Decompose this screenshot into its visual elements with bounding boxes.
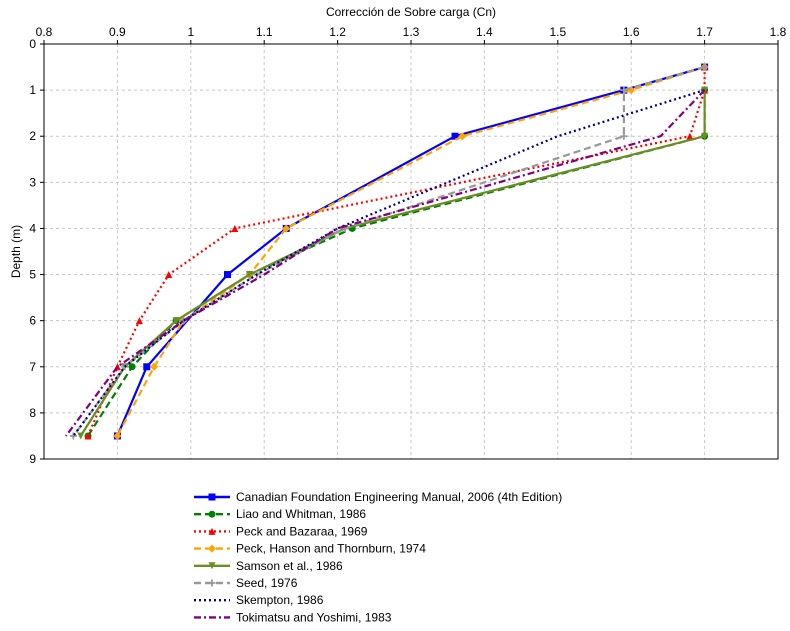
x-tick-label: 1.3 <box>403 25 420 39</box>
legend-label: Liao and Whitman, 1986 <box>236 507 366 521</box>
y-tick-label: 3 <box>29 175 36 189</box>
series-7 <box>72 89 705 437</box>
x-axis: 0.8 0.9 1 1.1 1.2 1.3 1.4 1.5 1.6 1.7 1.8 <box>36 25 787 44</box>
data-point <box>282 224 291 233</box>
legend-label: Samson et al., 1986 <box>236 559 343 573</box>
data-point <box>77 432 85 440</box>
x-tick-label: 1.1 <box>256 25 273 39</box>
legend-label: Seed, 1976 <box>236 576 298 590</box>
legend-item: Canadian Foundation Engineering Manual, … <box>194 490 562 504</box>
data-point <box>143 363 151 371</box>
y-tick-label: 7 <box>29 360 36 374</box>
legend-item: Peck, Hanson and Thornburn, 1974 <box>194 542 426 556</box>
legend-marker <box>208 579 216 587</box>
y-tick-label: 5 <box>29 268 36 282</box>
legend-marker <box>208 562 216 570</box>
data-point <box>165 271 173 279</box>
data-point <box>128 363 136 371</box>
x-tick-label: 1.7 <box>696 25 713 39</box>
y-tick-label: 0 <box>29 37 36 51</box>
legend-marker <box>208 510 216 518</box>
data-point <box>458 132 467 141</box>
data-point <box>246 271 254 279</box>
data-point <box>113 431 122 440</box>
series-8 <box>65 89 706 437</box>
y-tick-label: 1 <box>29 83 36 97</box>
legend-label: Peck, Hanson and Thornburn, 1974 <box>236 542 426 556</box>
data-point <box>231 224 239 232</box>
legend-item: Peck and Bazaraa, 1969 <box>194 524 368 538</box>
data-point <box>172 317 180 325</box>
legend-item: Tokimatsu and Yoshimi, 1983 <box>194 610 392 624</box>
x-tick-label: 1.6 <box>623 25 640 39</box>
y-axis: 0 1 2 3 4 5 6 7 8 9 <box>29 37 44 466</box>
y-tick-label: 8 <box>29 406 36 420</box>
legend: Canadian Foundation Engineering Manual, … <box>194 490 562 624</box>
data-point <box>69 432 77 440</box>
series-5 <box>77 86 709 440</box>
data-point <box>150 362 159 371</box>
series-line <box>79 90 706 437</box>
series-line <box>86 67 706 437</box>
legend-item: Samson et al., 1986 <box>194 559 343 573</box>
legend-item: Skempton, 1986 <box>194 593 324 607</box>
y-axis-title: Depth (m) <box>9 225 23 278</box>
x-tick-label: 1.8 <box>770 25 787 39</box>
legend-marker <box>208 527 216 535</box>
grid <box>44 44 778 459</box>
series-line <box>87 90 706 437</box>
series-line <box>65 89 706 437</box>
legend-label: Peck and Bazaraa, 1969 <box>236 524 368 538</box>
x-axis-title: Corrección de Sobre carga (Cn) <box>326 5 496 19</box>
x-tick-label: 1.5 <box>549 25 566 39</box>
legend-marker <box>208 544 216 553</box>
legend-label: Skempton, 1986 <box>236 593 324 607</box>
data-point <box>224 271 231 279</box>
series-3 <box>84 63 709 440</box>
x-tick-label: 1.4 <box>476 25 493 39</box>
data-point <box>135 317 143 325</box>
legend-marker <box>208 493 216 501</box>
series-line <box>72 89 705 437</box>
data-point <box>84 432 92 440</box>
x-tick-label: 0.8 <box>36 25 53 39</box>
y-tick-label: 9 <box>29 452 36 466</box>
legend-item: Seed, 1976 <box>194 576 298 590</box>
y-tick-label: 6 <box>29 314 36 328</box>
data-point <box>620 132 628 140</box>
series-2 <box>84 86 709 440</box>
data-point <box>620 86 628 94</box>
x-tick-label: 1.2 <box>329 25 346 39</box>
y-tick-label: 2 <box>29 129 36 143</box>
data-point <box>451 132 459 140</box>
data-point <box>701 132 709 140</box>
x-tick-label: 1 <box>187 25 194 39</box>
series-line <box>72 66 705 437</box>
y-tick-label: 4 <box>29 221 36 235</box>
data-point <box>701 63 709 71</box>
legend-item: Liao and Whitman, 1986 <box>194 507 366 521</box>
data-point <box>686 132 694 140</box>
legend-label: Canadian Foundation Engineering Manual, … <box>236 490 562 504</box>
data-point <box>179 317 187 325</box>
legend-label: Tokimatsu and Yoshimi, 1983 <box>236 610 392 624</box>
x-tick-label: 0.9 <box>109 25 126 39</box>
series-group <box>65 63 709 440</box>
